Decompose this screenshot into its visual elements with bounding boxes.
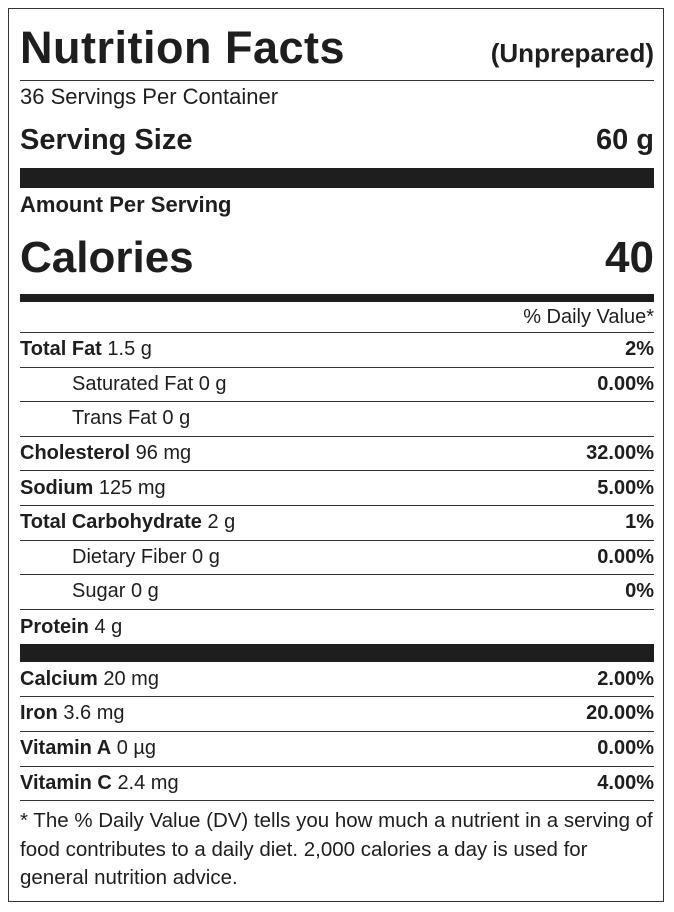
label-border bbox=[8, 8, 664, 902]
nutrient-amount: 3.6 mg bbox=[63, 702, 125, 725]
nutrient-row: Saturated Fat 0 g 0.00% bbox=[20, 368, 654, 403]
daily-value: 32.00% bbox=[586, 442, 654, 465]
daily-value: 5.00% bbox=[597, 476, 654, 499]
nutrient-amount: 0 g bbox=[198, 372, 227, 395]
nutrient-row: Iron 3.6 mg 20.00% bbox=[20, 697, 654, 732]
title: Nutrition Facts bbox=[20, 22, 346, 73]
nutrient: Sugar 0 g bbox=[20, 580, 159, 603]
dv-header-text: % Daily Value* bbox=[523, 305, 654, 328]
calories: Calories 40 bbox=[20, 222, 654, 294]
nutrient-amount: 1.5 g bbox=[107, 338, 152, 361]
nutrient-row: Trans Fat 0 g bbox=[20, 402, 654, 437]
serving-size: Serving Size 60 g bbox=[20, 113, 654, 168]
nutrient-amount: 20 mg bbox=[103, 667, 159, 690]
nutrient-amount: 4 g bbox=[94, 615, 123, 638]
nutrient-name: Protein bbox=[20, 615, 89, 638]
nutrient-amount: 0 g bbox=[162, 407, 191, 430]
nutrient-name: Cholesterol bbox=[20, 442, 131, 465]
serving-size-value: 60 g bbox=[595, 124, 654, 156]
calories-value: 40 bbox=[605, 233, 654, 282]
nutrients: Total Fat 1.5 g 2% Saturated Fat 0 g 0.00% T… bbox=[20, 333, 654, 644]
nutrient-amount: 2.4 mg bbox=[117, 771, 179, 794]
nutrient-row: Protein 4 g bbox=[20, 610, 654, 645]
nutrient-name: Total Fat bbox=[20, 338, 102, 361]
nutrient-name: Iron bbox=[20, 702, 58, 725]
nutrient-name: Dietary Fiber bbox=[72, 545, 187, 568]
nutrient-name: Calcium bbox=[20, 667, 98, 690]
thick-rule bbox=[20, 168, 654, 188]
nutrient: Saturated Fat 0 g bbox=[20, 373, 227, 396]
nutrient: Iron 3.6 mg bbox=[20, 702, 125, 725]
daily-value: 0.00% bbox=[597, 372, 654, 395]
daily-value: 4.00% bbox=[597, 771, 654, 794]
nutrient: Dietary Fiber 0 g bbox=[20, 546, 220, 569]
nutrient-name: Sugar bbox=[72, 580, 126, 603]
amount-per-serving: Amount Per Serving bbox=[20, 188, 654, 222]
servings-text: 36 Servings Per Container bbox=[20, 84, 279, 109]
nutrient-row: Cholesterol 96 mg 32.00% bbox=[20, 437, 654, 472]
nutrient: Vitamin A 0 µg bbox=[20, 737, 156, 760]
nutrient-row: Vitamin A 0 µg 0.00% bbox=[20, 732, 654, 767]
amount-label: Amount Per Serving bbox=[20, 192, 232, 217]
nutrient-row: Dietary Fiber 0 g 0.00% bbox=[20, 541, 654, 576]
nutrient: Protein 4 g bbox=[20, 616, 122, 639]
daily-value: 1% bbox=[625, 511, 654, 534]
nutrient-row: Total Fat 1.5 g 2% bbox=[20, 333, 654, 368]
nutrient: Sodium 125 mg bbox=[20, 477, 166, 500]
nutrient-amount: 0 g bbox=[130, 580, 159, 603]
daily-value: 2% bbox=[625, 338, 654, 361]
nutrient-name: Vitamin C bbox=[20, 771, 112, 794]
nutrient: Cholesterol 96 mg bbox=[20, 442, 191, 465]
nutrient-row: Sodium 125 mg 5.00% bbox=[20, 471, 654, 506]
daily-value: 0% bbox=[625, 580, 654, 603]
title-row: Nutrition Facts (Unprepared) bbox=[20, 20, 654, 81]
serving-size-label: Serving Size bbox=[20, 124, 193, 156]
vitamins: Calcium 20 mg 2.00% Iron 3.6 mg 20.00% Vitam… bbox=[20, 662, 654, 802]
nutrient: Trans Fat 0 g bbox=[20, 407, 190, 430]
nutrient-name: Saturated Fat bbox=[72, 372, 194, 395]
daily-value: 20.00% bbox=[586, 702, 654, 725]
thick-rule bbox=[20, 294, 654, 302]
calories-label: Calories bbox=[20, 233, 194, 282]
nutrition-label: Nutrition Facts (Unprepared) 36 Servings… bbox=[20, 20, 654, 893]
daily-value: 0.00% bbox=[597, 545, 654, 568]
nutrient-name: Trans Fat bbox=[72, 407, 157, 430]
servings: 36 Servings Per Container bbox=[20, 81, 654, 113]
thick-rule bbox=[20, 644, 654, 663]
daily-value: 2.00% bbox=[597, 667, 654, 690]
nutrient: Total Fat 1.5 g bbox=[20, 338, 152, 361]
dv-header: % Daily Value* bbox=[20, 302, 654, 333]
nutrient: Total Carbohydrate 2 g bbox=[20, 511, 235, 534]
nutrient-name: Total Carbohydrate bbox=[20, 511, 202, 534]
nutrient-row: Vitamin C 2.4 mg 4.00% bbox=[20, 767, 654, 802]
nutrient-amount: 96 mg bbox=[135, 442, 192, 465]
nutrient: Calcium 20 mg bbox=[20, 668, 159, 691]
nutrient-amount: 2 g bbox=[207, 511, 236, 534]
footnote: * The % Daily Value (DV) tells you how m… bbox=[20, 809, 653, 890]
nutrient-row: Total Carbohydrate 2 g 1% bbox=[20, 506, 654, 541]
nutrient: Vitamin C 2.4 mg bbox=[20, 772, 179, 795]
subtitle: (Unprepared) bbox=[490, 38, 654, 68]
nutrient-amount: 0 µg bbox=[116, 737, 157, 760]
nutrient-name: Sodium bbox=[20, 476, 94, 499]
nutrient-name: Vitamin A bbox=[20, 737, 112, 760]
nutrient-row: Sugar 0 g 0% bbox=[20, 575, 654, 610]
nutrient-row: Calcium 20 mg 2.00% bbox=[20, 662, 654, 698]
daily-value: 0.00% bbox=[597, 737, 654, 760]
nutrient-amount: 0 g bbox=[192, 545, 220, 568]
nutrient-amount: 125 mg bbox=[98, 476, 166, 499]
